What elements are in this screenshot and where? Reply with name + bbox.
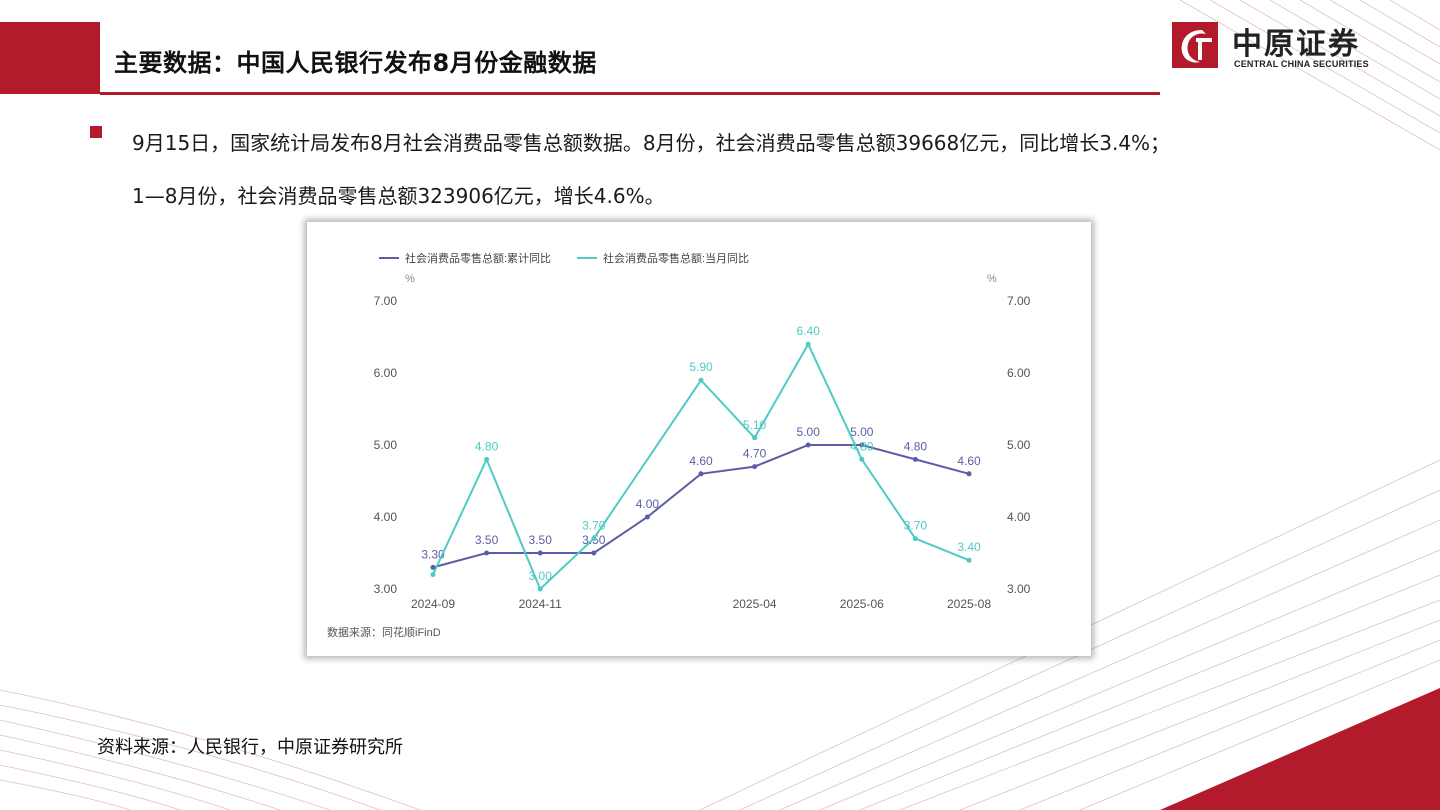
point-monthly	[912, 536, 918, 542]
summary-line-1: 9月15日，国家统计局发布8月社会消费品零售总额数据。8月份，社会消费品零售总额…	[132, 131, 1171, 155]
point-cumulative	[484, 550, 490, 556]
right-axis-unit: %	[987, 273, 997, 285]
point-cumulative	[805, 442, 811, 448]
y-tick-left: 7.00	[374, 294, 398, 308]
point-monthly	[591, 536, 597, 542]
data-label-monthly: 4.80	[850, 439, 874, 453]
bullet-square-icon	[90, 126, 102, 138]
y-tick-right: 4.00	[1007, 510, 1031, 524]
chart-source-note: 数据来源：同花顺iFinD	[327, 625, 441, 639]
point-cumulative	[537, 550, 543, 556]
logo-chinese-name: 中原证券	[1232, 27, 1360, 62]
series-line-monthly	[432, 342, 970, 591]
page-title: 主要数据：中国人民银行发布8月份金融数据	[114, 49, 597, 77]
point-monthly	[859, 456, 865, 462]
y-tick-left: 4.00	[374, 510, 398, 524]
point-monthly	[805, 341, 811, 347]
point-cumulative	[644, 514, 650, 520]
y-tick-left: 5.00	[374, 438, 398, 452]
x-tick-label: 2025-04	[733, 597, 777, 611]
point-cumulative	[591, 550, 597, 556]
point-monthly	[484, 456, 490, 462]
point-cumulative	[912, 456, 918, 462]
y-tick-right: 5.00	[1007, 438, 1031, 452]
x-tick-label: 2024-09	[411, 597, 455, 611]
logo-mark-icon	[1172, 22, 1218, 68]
line-chart: 社会消费品零售总额:累计同比 社会消费品零售总额:当月同比% % 7.00 7.00 6.…	[327, 251, 1031, 639]
summary-paragraph: 9月15日，国家统计局发布8月社会消费品零售总额数据。8月份，社会消费品零售总额…	[132, 117, 1362, 223]
data-label-cumulative: 5.00	[850, 425, 874, 439]
chart-container: 社会消费品零售总额:累计同比 社会消费品零售总额:当月同比%% 7.00 7.00 6.…	[307, 222, 1091, 656]
data-label-cumulative: 4.80	[904, 439, 928, 453]
point-cumulative	[430, 564, 436, 570]
logo-english-name: CENTRAL CHINA SECURITIES	[1234, 59, 1369, 69]
company-logo: 中原证券 CENTRAL CHINA SECURITIES	[1172, 22, 1422, 72]
point-monthly	[430, 572, 436, 578]
data-label-monthly: 3.40	[957, 540, 981, 554]
point-cumulative	[859, 442, 865, 448]
point-cumulative	[752, 464, 758, 470]
footer-source: 资料来源：人民银行，中原证券研究所	[97, 737, 403, 758]
y-tick-left: 3.00	[374, 582, 398, 596]
data-label-cumulative: 4.70	[743, 447, 767, 461]
data-label-monthly: 5.90	[689, 360, 713, 374]
point-monthly	[966, 557, 972, 563]
data-label-monthly: 6.40	[797, 324, 821, 338]
data-label-monthly: 3.70	[904, 519, 928, 533]
data-label-monthly: 5.10	[743, 418, 767, 432]
data-label-cumulative: 3.30	[421, 547, 445, 561]
data-label-cumulative: 3.50	[475, 533, 499, 547]
legend-label-cumulative: 社会消费品零售总额:累计同比	[405, 251, 551, 265]
title-accent-bar	[0, 22, 100, 94]
left-axis-unit: %	[405, 273, 415, 285]
y-tick-left: 6.00	[374, 366, 398, 380]
y-tick-right: 6.00	[1007, 366, 1031, 380]
data-label-cumulative: 4.60	[689, 454, 713, 468]
point-monthly	[537, 586, 543, 592]
data-label-cumulative: 4.00	[636, 497, 660, 511]
data-label-monthly: 4.80	[475, 439, 499, 453]
x-tick-label: 2025-06	[840, 597, 884, 611]
data-label-cumulative: 5.00	[797, 425, 821, 439]
data-label-monthly: 3.00	[529, 569, 553, 583]
point-monthly	[698, 377, 704, 383]
legend-label-monthly: 社会消费品零售总额:当月同比	[603, 251, 749, 265]
data-label-cumulative: 4.60	[957, 454, 981, 468]
data-label-monthly: 3.70	[582, 519, 606, 533]
point-monthly	[752, 435, 758, 441]
title-underline	[100, 92, 1160, 95]
y-tick-right: 7.00	[1007, 294, 1031, 308]
point-cumulative	[698, 471, 704, 477]
point-cumulative	[966, 471, 972, 477]
x-tick-label: 2024-11	[519, 597, 562, 611]
x-tick-label: 2025-08	[947, 597, 991, 611]
data-label-cumulative: 3.50	[529, 533, 553, 547]
y-tick-right: 3.00	[1007, 582, 1031, 596]
summary-line-2: 1—8月份，社会消费品零售总额323906亿元，增长4.6%。	[132, 184, 665, 208]
